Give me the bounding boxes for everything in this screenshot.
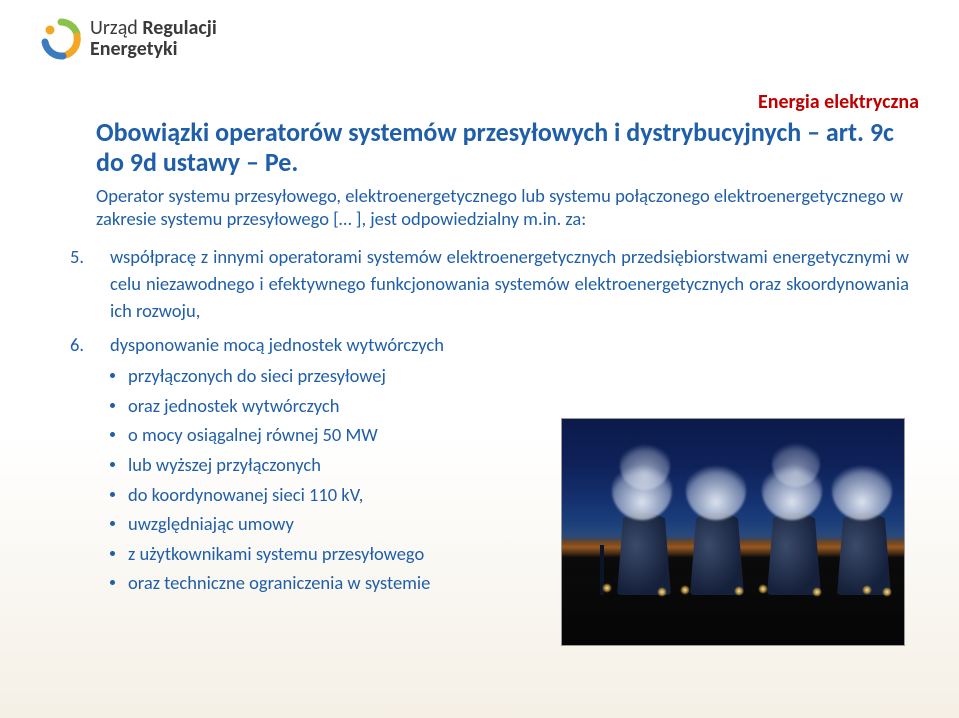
list-text: dysponowanie mocą jednostek wytwórczych xyxy=(110,332,444,359)
list-item-6: 6. dysponowanie mocą jednostek wytwórczy… xyxy=(70,332,909,359)
logo-text: Urząd Regulacji Energetyki xyxy=(90,18,217,60)
subtitle-text: Operator systemu przesyłowego, elektroen… xyxy=(96,184,903,230)
slide-subtitle: Operator systemu przesyłowego, elektroen… xyxy=(96,184,919,230)
facility-light xyxy=(657,587,667,597)
cooling-tower xyxy=(837,513,891,595)
steam-plume xyxy=(832,460,892,520)
category-label: Energia elektryczna xyxy=(40,90,919,114)
facility-light xyxy=(680,585,690,595)
facility-light xyxy=(862,585,872,595)
slide: Urząd Regulacji Energetyki Energia elekt… xyxy=(0,0,959,718)
logo-line2: Energetyki xyxy=(90,37,178,61)
header: Urząd Regulacji Energetyki xyxy=(40,18,919,60)
list-number: 6. xyxy=(70,332,94,359)
cooling-tower xyxy=(617,513,671,595)
steam-plume xyxy=(772,439,820,487)
facility-light xyxy=(758,584,768,594)
facility-light xyxy=(602,583,612,593)
facility-light xyxy=(882,587,892,597)
list-item-5: 5. współpracę z innymi operatorami syste… xyxy=(70,244,909,324)
cooling-tower xyxy=(767,513,821,595)
steam-plume xyxy=(686,460,746,520)
facility-light xyxy=(812,587,822,597)
sub-item: przyłączonych do sieci przesyłowej xyxy=(110,361,909,391)
slide-title: Obowiązki operatorów systemów przesyłowy… xyxy=(96,118,919,178)
list-number: 5. xyxy=(70,244,94,324)
list-text: współpracę z innymi operatorami systemów… xyxy=(110,244,909,324)
facility-light xyxy=(734,586,744,596)
power-plant-photo xyxy=(561,418,905,646)
cooling-tower xyxy=(690,513,744,595)
logo: Urząd Regulacji Energetyki xyxy=(40,18,217,60)
steam-plume xyxy=(620,440,670,490)
ure-logo-icon xyxy=(40,18,82,60)
sub-item: oraz jednostek wytwórczych xyxy=(110,391,909,421)
